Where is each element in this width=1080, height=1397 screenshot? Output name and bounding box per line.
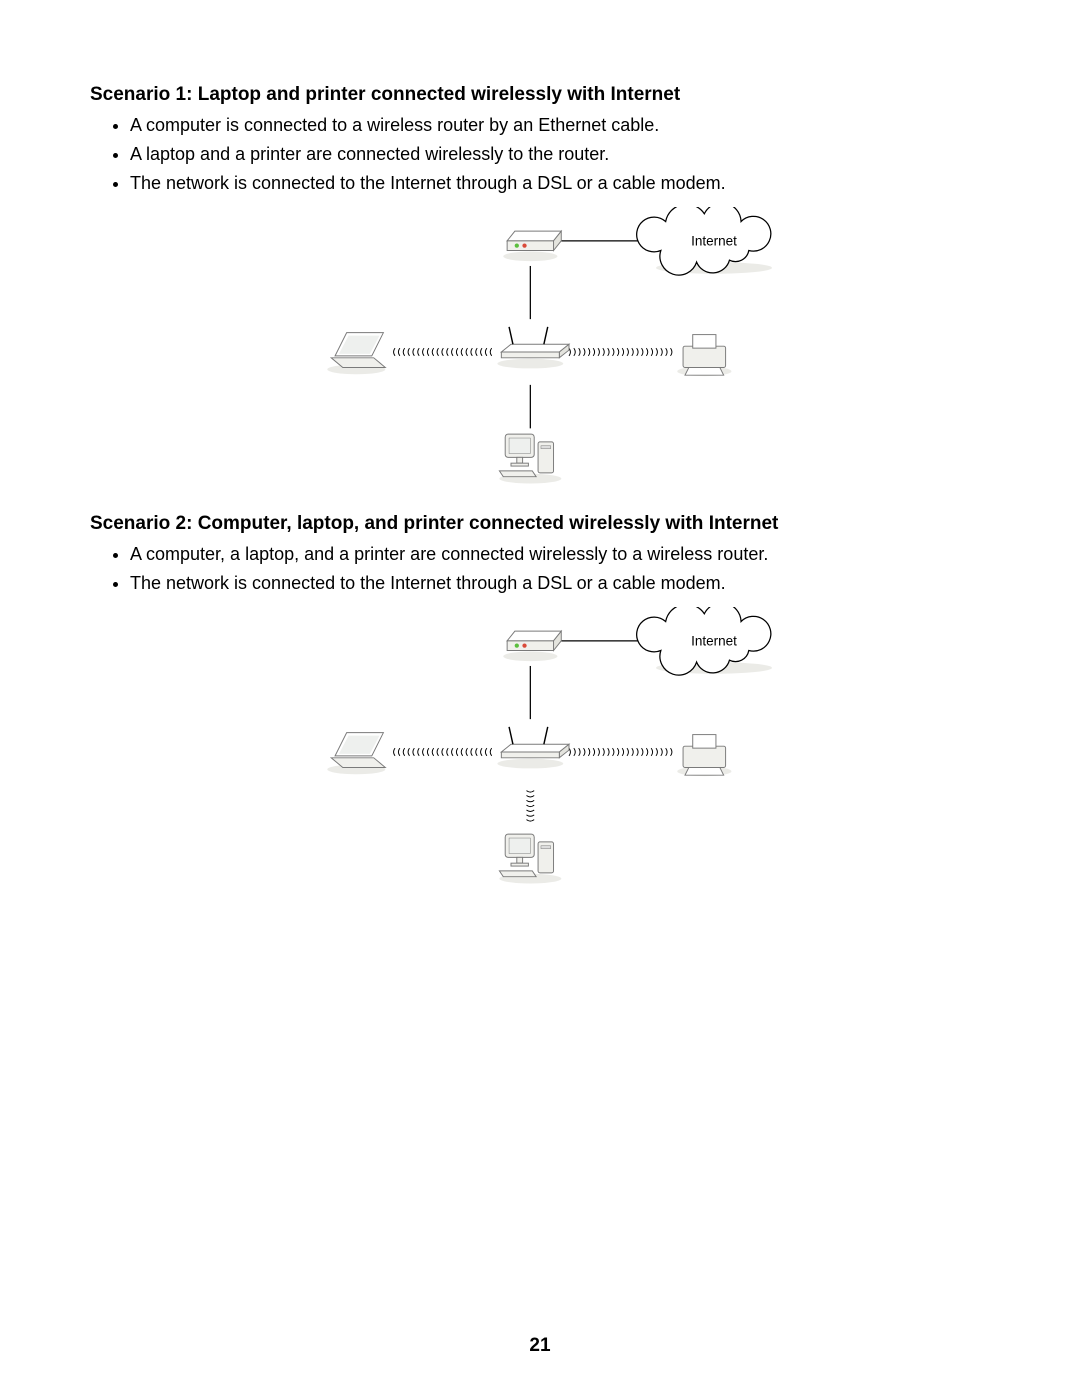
list-item: A laptop and a printer are connected wir… xyxy=(130,141,990,168)
list-item: A computer, a laptop, and a printer are … xyxy=(130,541,990,568)
scenario1-bullets: A computer is connected to a wireless ro… xyxy=(90,112,990,197)
svg-text:Internet: Internet xyxy=(691,634,737,649)
document-page: Scenario 1: Laptop and printer connected… xyxy=(0,0,1080,1397)
svg-text:Internet: Internet xyxy=(691,234,737,249)
list-item: The network is connected to the Internet… xyxy=(130,170,990,197)
network-diagram-2: Internet xyxy=(190,607,890,897)
scenario2-heading: Scenario 2: Computer, laptop, and printe… xyxy=(90,513,990,535)
network-diagram-1: Internet xyxy=(190,207,890,497)
list-item: A computer is connected to a wireless ro… xyxy=(130,112,990,139)
scenario2-bullets: A computer, a laptop, and a printer are … xyxy=(90,541,990,597)
page-number: 21 xyxy=(0,1335,1080,1357)
list-item: The network is connected to the Internet… xyxy=(130,570,990,597)
scenario1-heading: Scenario 1: Laptop and printer connected… xyxy=(90,84,990,106)
